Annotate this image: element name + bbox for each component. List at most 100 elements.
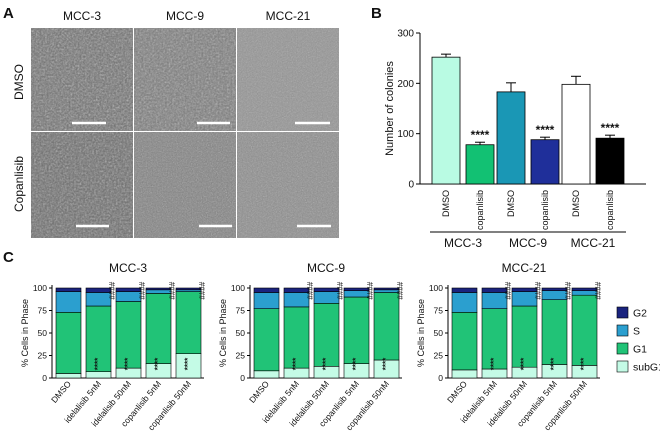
legend-swatch-subg1: [616, 360, 629, 373]
legend-label-subg1: subG1: [633, 362, 660, 374]
subg1-significance: ****: [124, 357, 133, 370]
bar-mcc-9-dmso: [496, 91, 526, 185]
y-tick-label: 25: [38, 351, 48, 361]
segment-g1: [55, 311, 82, 374]
subg1-significance: ****: [94, 357, 103, 370]
segment-s: [55, 291, 82, 313]
micrograph-mcc-9-copanlisib: [134, 132, 236, 238]
y-tick-label: 0: [42, 373, 47, 383]
g2-significance: ####: [594, 281, 603, 299]
segment-g1: [253, 308, 280, 372]
micrograph-column-label-mcc-9: MCC-9: [166, 9, 204, 23]
subg1-significance: ****: [550, 357, 559, 370]
segment-g2: [175, 287, 202, 291]
micrograph-mcc-3-copanlisib: [31, 132, 133, 238]
segment-g2: [283, 287, 310, 293]
segment-subg1: [175, 353, 202, 379]
y-tick-label: 75: [434, 306, 444, 316]
y-tick-label: 0: [408, 180, 414, 191]
segment-g2: [481, 287, 508, 293]
group-label: MCC-3: [444, 236, 482, 250]
segment-g2: [511, 287, 538, 292]
micrograph-column-label-mcc-21: MCC-21: [266, 9, 311, 23]
segment-subg1: [85, 371, 112, 379]
g2-significance: ####: [504, 281, 513, 299]
y-tick-label: 200: [397, 79, 414, 90]
segment-g2: [541, 287, 568, 291]
bar-mcc-21-copanlisib: [595, 137, 625, 185]
bar-mcc-3-dmso: [431, 56, 461, 185]
x-tick-label: DMSO: [571, 190, 581, 217]
significance-label: ****: [601, 121, 620, 135]
subg1-significance: ****: [382, 357, 391, 370]
g2-significance: ####: [138, 281, 147, 299]
segment-g1: [481, 308, 508, 370]
micrograph-mcc-21-copanlisib: [237, 132, 339, 238]
x-tick-label: DMSO: [247, 379, 271, 405]
bar-mcc-21-dmso: [561, 83, 591, 185]
segment-g1: [511, 305, 538, 368]
y-tick-label: 25: [236, 351, 246, 361]
x-tick-label: DMSO: [441, 190, 451, 217]
segment-g1: [343, 296, 370, 364]
subg1-significance: ****: [520, 357, 529, 370]
y-tick-label: 50: [38, 328, 48, 338]
micrograph-row-label-copanlisib: Copanlisib: [12, 156, 26, 212]
bar-mcc-3-copanlisib: [465, 144, 495, 185]
segment-subg1: [253, 370, 280, 379]
subg1-significance: ****: [580, 357, 589, 370]
segment-g2: [571, 287, 598, 291]
subg1-significance: ****: [490, 357, 499, 370]
y-tick-label: 100: [231, 283, 245, 293]
segment-g2: [115, 287, 142, 292]
g2-significance: ####: [396, 281, 405, 299]
legend-swatch-g1: [616, 342, 629, 355]
x-tick-label: DMSO: [445, 379, 469, 405]
micrograph-mcc-21-dmso: [237, 28, 339, 131]
segment-g1: [115, 301, 142, 369]
segment-g2: [85, 287, 112, 293]
y-tick-label: 300: [397, 29, 414, 40]
y-tick-label: 25: [434, 351, 444, 361]
legend-label-g1: G1: [633, 344, 647, 356]
y-axis-title: Number of colonies: [384, 61, 396, 156]
y-tick-label: 75: [38, 306, 48, 316]
g2-significance: ####: [564, 281, 573, 299]
subg1-significance: ****: [154, 357, 163, 370]
segment-g1: [571, 294, 598, 366]
cell-cycle-chart-mcc-9: MCC-9 0 25 50 75 100% Cells in Phase DMSO **** #…: [218, 261, 405, 432]
cell-cycle-chart-mcc-21: MCC-21 0 25 50 75 100% Cells in Phase DMSO ****…: [416, 261, 603, 432]
panel-label-a: A: [3, 5, 14, 22]
y-tick-label: 50: [236, 328, 246, 338]
y-tick-label: 100: [33, 283, 47, 293]
significance-label: ****: [471, 128, 490, 142]
chart-title: MCC-3: [109, 261, 147, 275]
micrograph-mcc-3-dmso: [31, 28, 133, 131]
segment-g2: [451, 287, 478, 293]
segment-g2: [253, 287, 280, 293]
y-axis-title: % Cells in Phase: [20, 299, 30, 367]
segment-g1: [145, 293, 172, 364]
panel-label-c: C: [3, 249, 14, 266]
micrograph-row-label-dmso: DMSO: [12, 64, 26, 100]
micrograph-grid: MCC-3 MCC-9 MCC-21 DMSO Copanlisib: [12, 9, 339, 238]
micrograph-mcc-9-dmso: [134, 28, 236, 131]
g2-significance: ####: [366, 281, 375, 299]
bar-mcc-9-copanlisib: [530, 139, 560, 185]
segment-g1: [175, 291, 202, 355]
x-tick-label: copanlisib: [605, 190, 615, 230]
segment-g1: [541, 299, 568, 365]
y-tick-label: 100: [397, 129, 414, 140]
segment-g2: [373, 287, 400, 291]
subg1-significance: ****: [322, 357, 331, 370]
g2-significance: ####: [108, 281, 117, 299]
y-axis-title: % Cells in Phase: [218, 299, 228, 367]
segment-g1: [85, 305, 112, 372]
segment-g2: [55, 287, 82, 292]
segment-subg1: [451, 369, 478, 379]
y-tick-label: 100: [429, 283, 443, 293]
segment-g2: [313, 287, 340, 292]
y-axis-title: % Cells in Phase: [416, 299, 426, 367]
